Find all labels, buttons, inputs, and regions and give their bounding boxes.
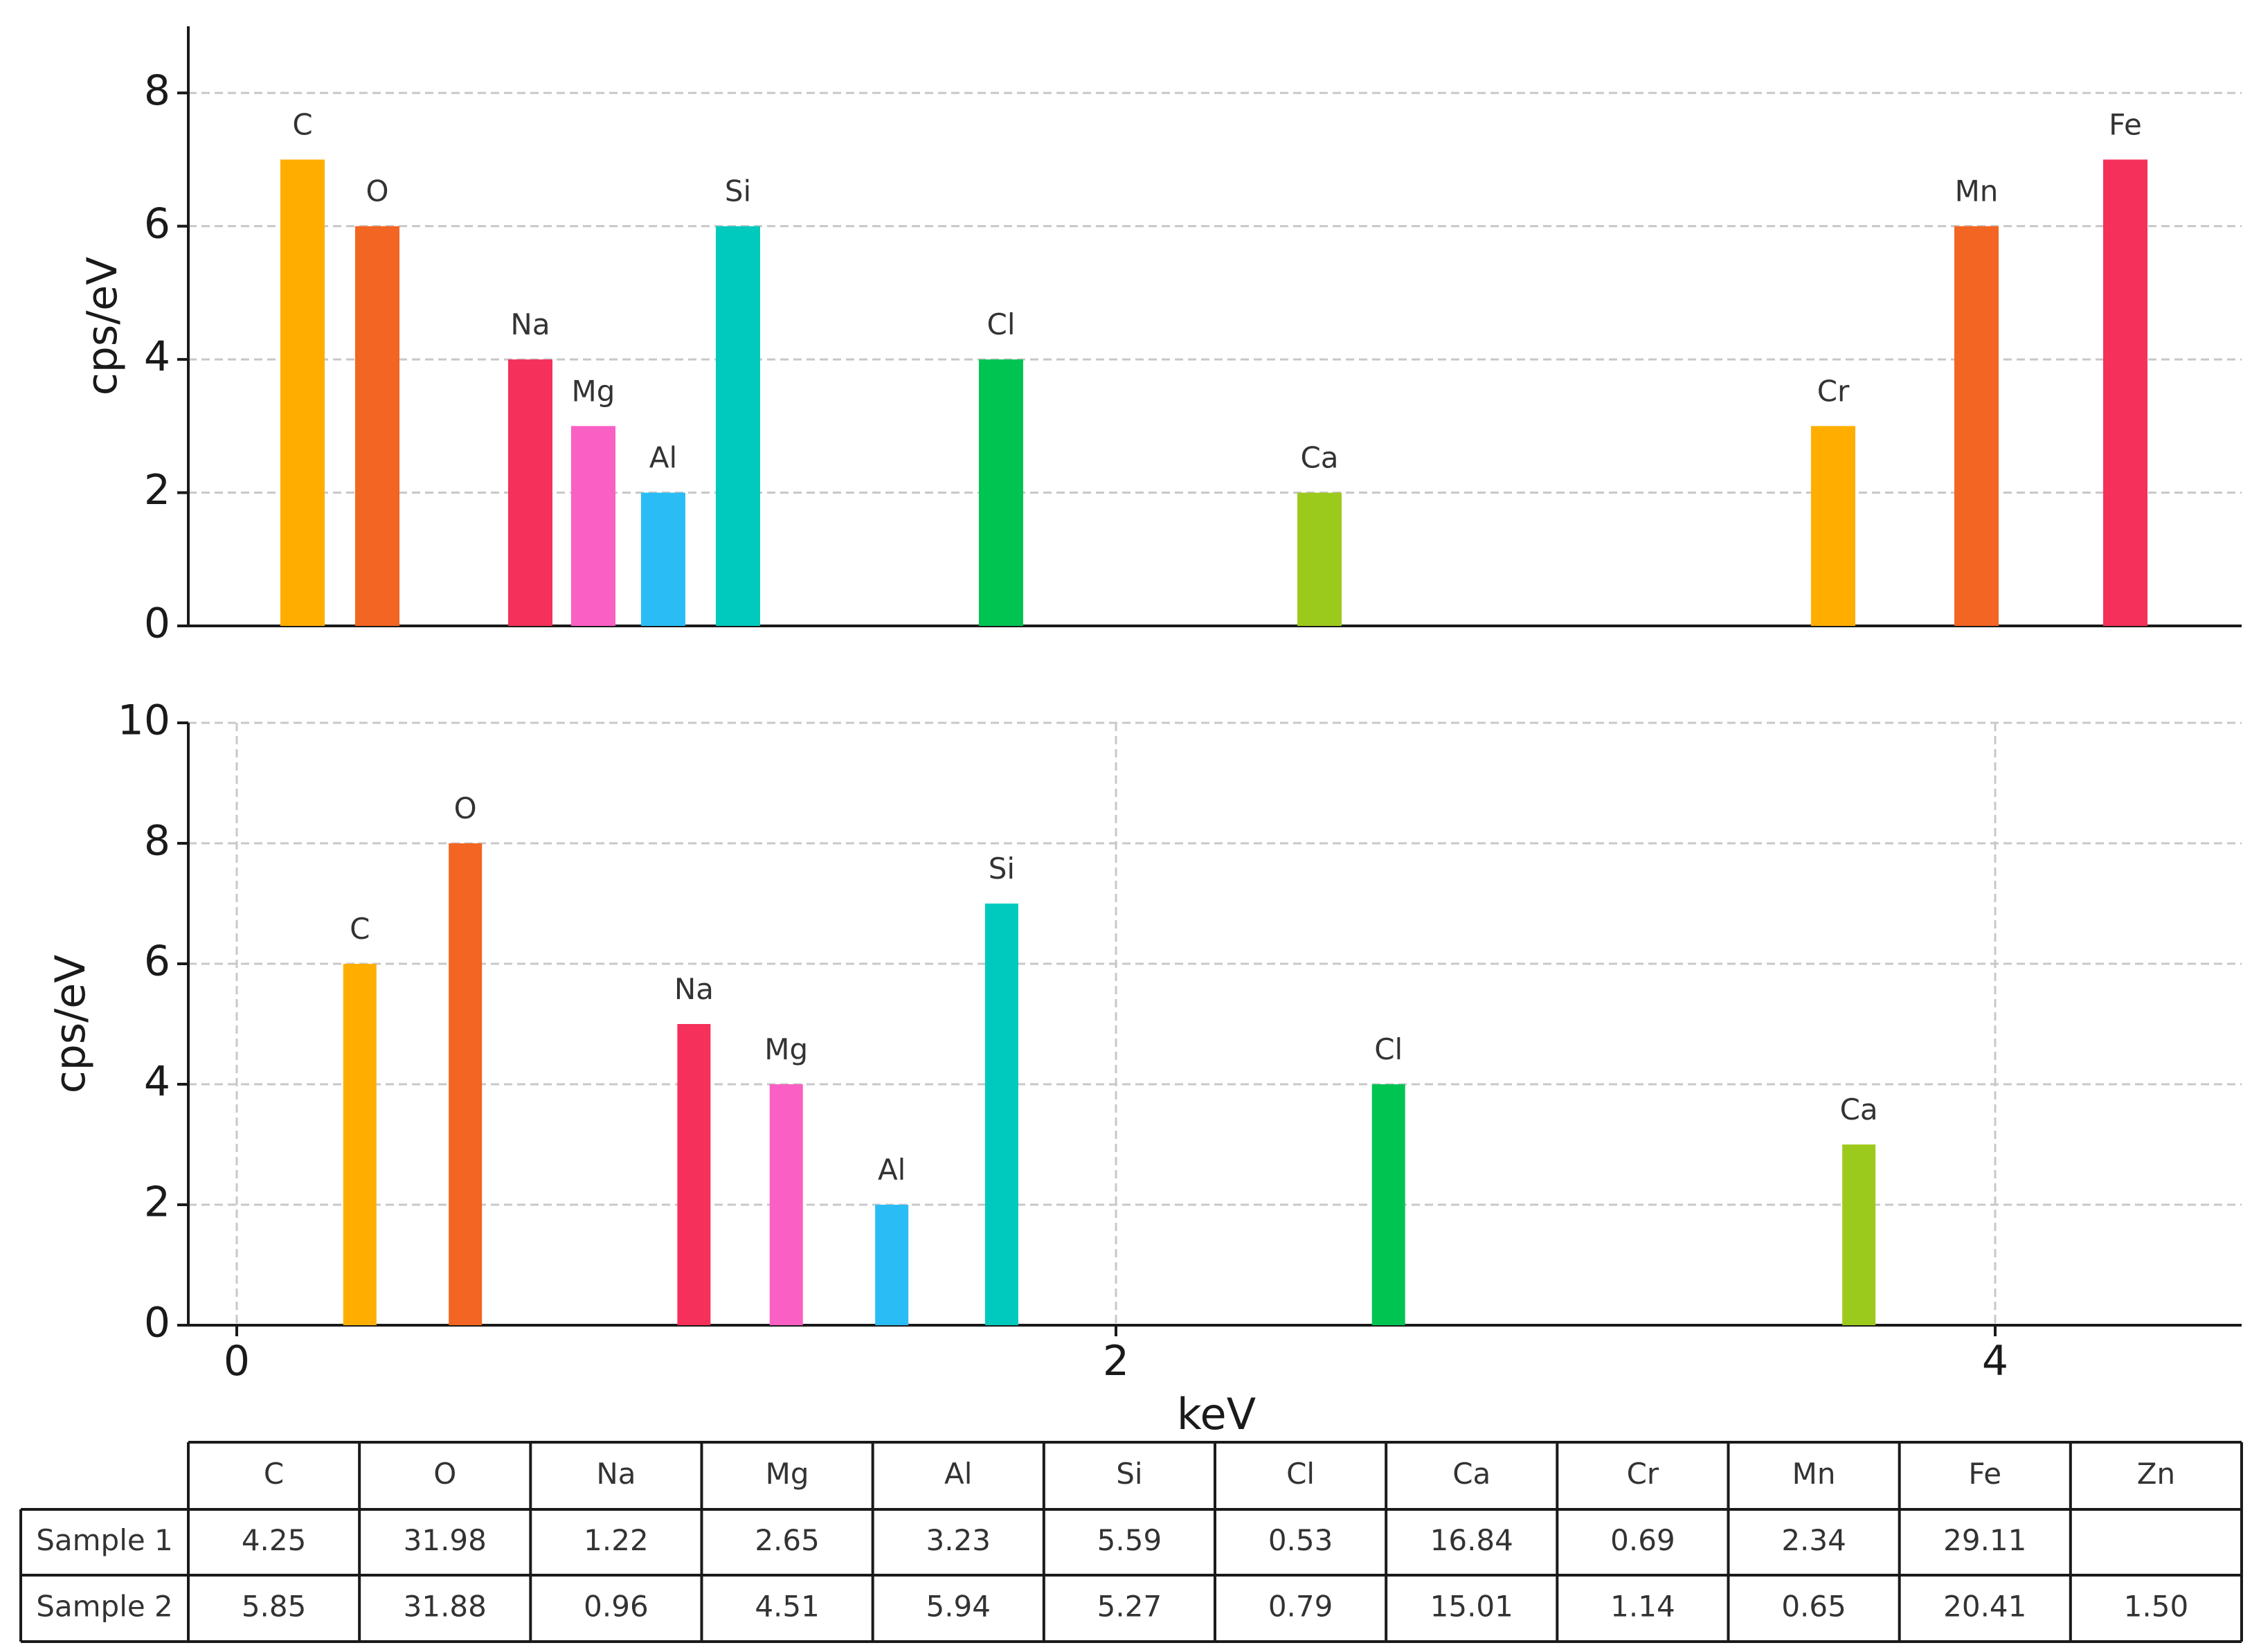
- bar-label-al: Al: [878, 1153, 906, 1187]
- table-column-header: Ca: [1452, 1457, 1490, 1491]
- bar-o: [449, 843, 483, 1325]
- bar-na: [508, 359, 552, 626]
- composition-table: C O Na Mg Al Si Cl Ca Cr Mn Fe Zn Sample 1 4.25 31.98 1…: [19, 1441, 2243, 1643]
- table-cell: 5.85: [242, 1590, 307, 1624]
- table-cell: 15.01: [1430, 1590, 1513, 1624]
- table-cell: 4.51: [755, 1590, 820, 1624]
- bar-label-cr: Cr: [1817, 374, 1850, 408]
- bar-ca: [1842, 1144, 1876, 1325]
- bar-label-si: Si: [725, 174, 751, 208]
- bar-si: [984, 904, 1018, 1325]
- table-cell: 2.34: [1781, 1523, 1846, 1557]
- bar-label-cl: Cl: [987, 307, 1016, 341]
- x-tick-label: 4: [1982, 1337, 2008, 1385]
- bar-al: [875, 1205, 909, 1325]
- table-column-header: Cr: [1627, 1457, 1659, 1491]
- bar-cl: [1371, 1084, 1405, 1325]
- y-tick-label: 2: [144, 1178, 170, 1227]
- table-cell: 3.23: [926, 1523, 991, 1557]
- x-axis-label: keV: [1177, 1389, 1256, 1439]
- table-column-header: O: [433, 1457, 456, 1491]
- bar-label-na: Na: [510, 307, 550, 341]
- bar-label-ca: Ca: [1840, 1093, 1878, 1126]
- table-column-header: Al: [944, 1457, 972, 1491]
- bar-mg: [769, 1084, 803, 1325]
- y-axis-label: cps/eV: [78, 257, 127, 396]
- table-cell: 20.41: [1943, 1590, 2026, 1624]
- bar-cr: [1811, 426, 1855, 626]
- table-cell: 31.88: [404, 1590, 487, 1624]
- bar-label-c: C: [292, 107, 312, 141]
- x-tick-label: 0: [224, 1337, 250, 1385]
- table-cell: 31.98: [404, 1523, 487, 1557]
- y-tick-label: 10: [118, 697, 170, 745]
- table-cell: 1.50: [2124, 1590, 2189, 1624]
- bar-mg: [571, 426, 615, 626]
- y-tick-label: 8: [144, 817, 170, 865]
- bar-label-cl: Cl: [1374, 1032, 1403, 1066]
- y-tick-label: 4: [144, 1058, 170, 1106]
- bar-mn: [1954, 226, 1999, 627]
- table-cell: 29.11: [1943, 1523, 2026, 1557]
- table-cell: 1.14: [1610, 1590, 1675, 1624]
- top-spectrum-panel: 0 2 4 6 8 cps/eV C O Na Mg Al Si Cl Ca Cr Mn Fe: [78, 26, 2242, 648]
- table-row-label: Sample 1: [36, 1523, 173, 1557]
- bar-label-o: O: [366, 174, 388, 208]
- table-cell: 0.53: [1268, 1523, 1333, 1557]
- table-column-header: Cl: [1286, 1457, 1315, 1491]
- table-cell: 4.25: [242, 1523, 307, 1557]
- bar-si: [716, 226, 760, 627]
- bar-label-mg: Mg: [764, 1032, 808, 1066]
- y-tick-label: 0: [144, 1299, 170, 1347]
- y-tick-label: 4: [144, 333, 170, 381]
- bar-label-ca: Ca: [1300, 441, 1338, 475]
- bar-label-na: Na: [674, 972, 714, 1006]
- table-column-header: C: [264, 1457, 284, 1491]
- table-cell: 5.27: [1097, 1590, 1162, 1624]
- bar-label-fe: Fe: [2109, 107, 2142, 141]
- y-tick-label: 6: [144, 937, 170, 986]
- bar-cl: [979, 359, 1023, 626]
- table-column-header: Fe: [1968, 1457, 2001, 1491]
- table-cell: 16.84: [1430, 1523, 1513, 1557]
- bar-label-c: C: [350, 912, 370, 946]
- table-cell: 2.65: [755, 1523, 820, 1557]
- table-column-header: Mn: [1792, 1457, 1836, 1491]
- bar-label-si: Si: [989, 852, 1015, 886]
- bar-fe: [2103, 159, 2147, 626]
- bar-c: [280, 159, 325, 626]
- y-tick-label: 0: [144, 600, 170, 648]
- bottom-spectrum-panel: 024681002468cps/eVkeVCONaMgAlSiClCaCrMnF…: [46, 697, 2242, 1439]
- table-cell: 5.59: [1097, 1523, 1162, 1557]
- table-cell: 5.94: [926, 1590, 991, 1624]
- table-column-header: Na: [596, 1457, 636, 1491]
- bar-na: [677, 1024, 711, 1325]
- bar-label-mg: Mg: [572, 374, 615, 408]
- table-column-header: Zn: [2137, 1457, 2175, 1491]
- table-row-label: Sample 2: [36, 1590, 173, 1624]
- table-column-header: Si: [1116, 1457, 1142, 1491]
- x-tick-label: 2: [1103, 1337, 1129, 1385]
- y-tick-label: 6: [144, 199, 170, 248]
- bar-c: [343, 964, 377, 1325]
- table-cell: 1.22: [584, 1523, 649, 1557]
- bar-ca: [1297, 492, 1342, 626]
- table-cell: 0.96: [584, 1590, 649, 1624]
- bar-al: [641, 492, 685, 626]
- table-cell: 0.69: [1610, 1523, 1675, 1557]
- table-column-header: Mg: [766, 1457, 809, 1491]
- table-cell: 0.65: [1781, 1590, 1846, 1624]
- bar-label-mn: Mn: [1955, 174, 1999, 208]
- y-tick-label: 8: [144, 66, 170, 115]
- y-axis-label: cps/eV: [46, 955, 95, 1094]
- table-cell: 0.79: [1268, 1590, 1333, 1624]
- y-tick-label: 2: [144, 466, 170, 514]
- bar-o: [355, 226, 399, 627]
- bar-label-o: O: [454, 791, 477, 825]
- bar-label-al: Al: [649, 441, 677, 475]
